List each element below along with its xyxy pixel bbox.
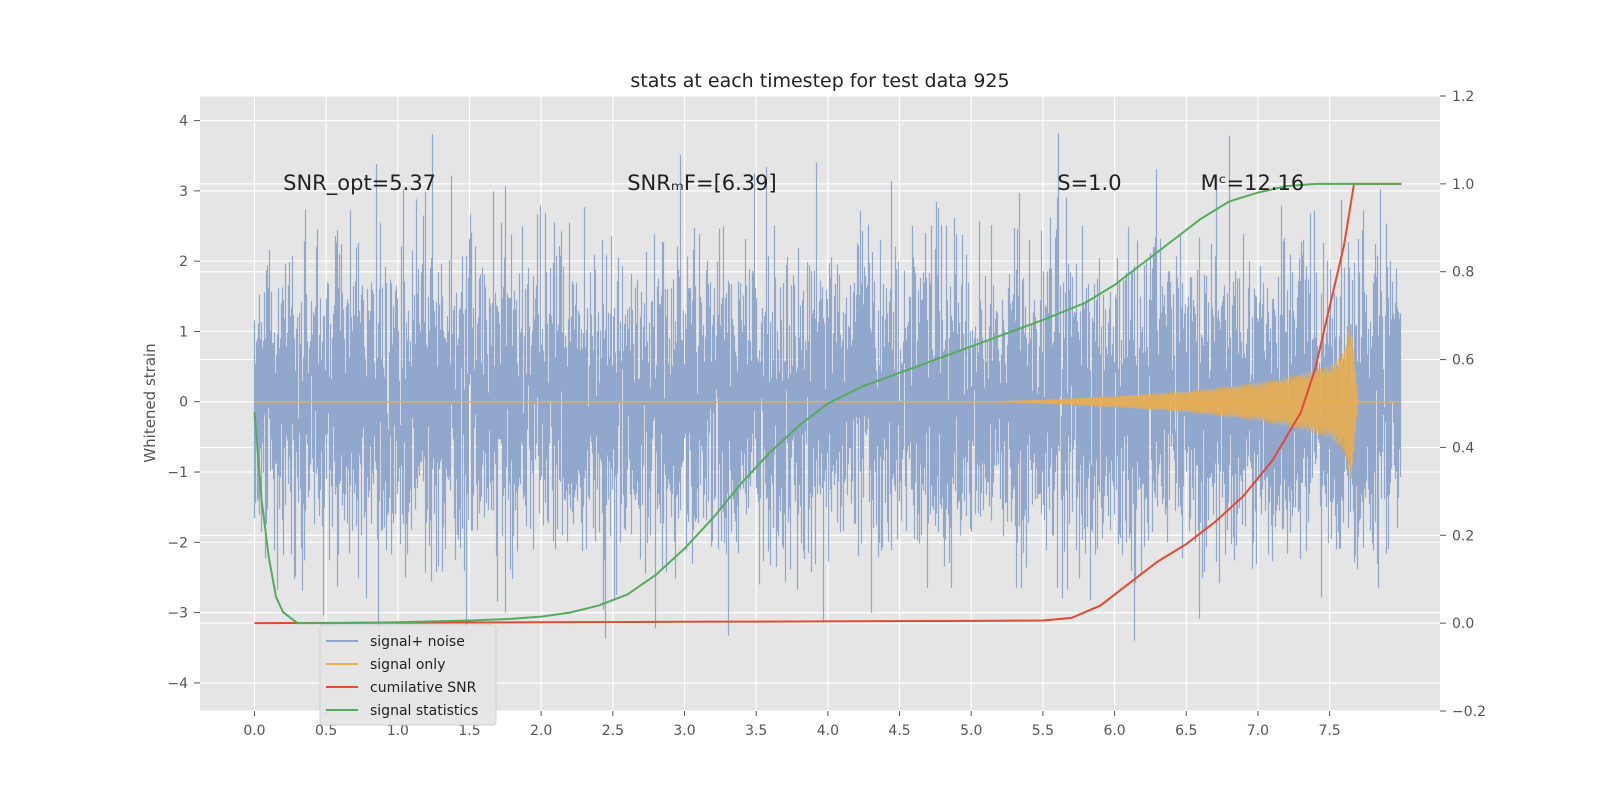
y-tick-label: −1 [167, 465, 188, 481]
x-tick-label: 4.0 [817, 723, 839, 739]
x-tick-label: 7.5 [1318, 723, 1340, 739]
y-tick-label: −3 [167, 606, 188, 622]
y-tick-label: 4 [179, 114, 188, 130]
y-axis: 4 3 2 1 0 −1 −2 −3 −4 [167, 114, 200, 692]
y-tick-label: 2 [179, 254, 188, 270]
annotation: SNRₘF=[6.39] [627, 171, 777, 195]
y2-tick-label: 0.0 [1452, 616, 1474, 632]
y2-tick-label: 0.6 [1452, 353, 1474, 369]
annotation: Mᶜ=12.16 [1201, 171, 1305, 195]
y2-tick-label: 0.2 [1452, 528, 1474, 544]
y2-tick-label: 1.0 [1452, 177, 1474, 193]
x-tick-label: 3.5 [745, 723, 767, 739]
x-tick-label: 1.0 [387, 723, 409, 739]
y-tick-label: −4 [167, 676, 188, 692]
annotation: SNR_opt=5.37 [283, 171, 436, 196]
legend-label: signal only [370, 657, 445, 673]
x-tick-label: 0.5 [315, 723, 337, 739]
annotations: SNR_opt=5.37 SNRₘF=[6.39] S=1.0 Mᶜ=12.16 [283, 171, 1304, 196]
x-tick-label: 5.5 [1032, 723, 1054, 739]
x-tick-label: 0.0 [243, 723, 265, 739]
series-signal-only [254, 323, 1402, 480]
x-tick-label: 4.5 [888, 723, 910, 739]
chart-title: stats at each timestep for test data 925 [630, 70, 1009, 92]
x-tick-label: 6.5 [1175, 723, 1197, 739]
x-tick-label: 3.0 [673, 723, 695, 739]
y2-tick-label: 0.8 [1452, 265, 1474, 281]
x-tick-label: 6.0 [1103, 723, 1125, 739]
legend-label: signal statistics [370, 703, 478, 719]
y-tick-label: 0 [179, 395, 188, 411]
right-axis-series [253, 182, 1402, 625]
x-tick-label: 1.5 [458, 723, 480, 739]
y2-tick-label: 1.2 [1452, 89, 1474, 105]
x-tick-label: 2.5 [602, 723, 624, 739]
y2-tick-label: 0.4 [1452, 440, 1474, 456]
y2-tick-label: −0.2 [1452, 704, 1486, 720]
legend-label: signal+ noise [370, 634, 465, 650]
annotation: S=1.0 [1057, 171, 1121, 195]
y-axis-label: Whitened strain [141, 343, 159, 462]
x-tick-label: 2.0 [530, 723, 552, 739]
legend-box [319, 624, 497, 726]
signal-only-line [971, 323, 1359, 480]
cumulative-snr-line [254, 182, 1402, 625]
y-tick-label: −2 [167, 535, 188, 551]
x-tick-label: 7.0 [1247, 723, 1269, 739]
signal-statistics-line [253, 182, 1402, 625]
legend-label: cumilative SNR [370, 680, 477, 696]
x-tick-label: 5.0 [960, 723, 982, 739]
y-tick-label: 1 [179, 324, 188, 340]
y-tick-label: 3 [179, 184, 188, 200]
x-axis: 0.0 0.5 1.0 1.5 2.0 2.5 3.0 3.5 4.0 4.5 5.0 5.5 6.0 6… [243, 711, 1341, 739]
legend: signal+ noise signal only cumilative SNR si… [319, 624, 497, 726]
y2-axis: 1.2 1.0 0.8 0.6 0.4 0.2 0.0 −0.2 [1440, 89, 1486, 720]
